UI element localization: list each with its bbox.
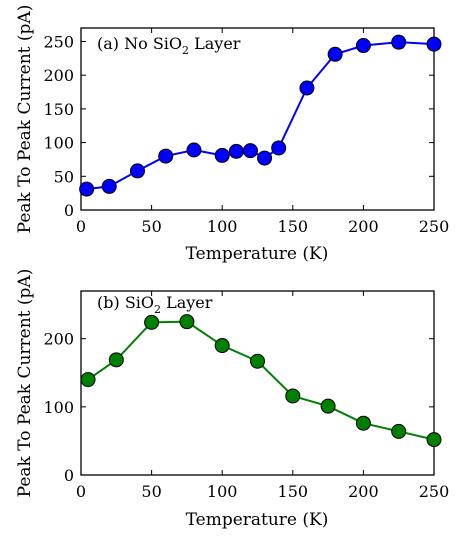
data-point-a-5 <box>214 147 230 163</box>
x-tick-label-a-4: 200 <box>348 217 379 236</box>
data-point-a-0 <box>79 181 95 197</box>
y-axis-title-a: Peak To Peak Current (pA) <box>15 5 35 234</box>
y-tick-label-a-5: 250 <box>43 32 74 51</box>
ticks-b: 0 50 100 150 200 250 0 100 200 <box>43 291 449 501</box>
y-tick-label-a-4: 200 <box>43 66 74 85</box>
data-point-a-6 <box>228 143 244 159</box>
y-tick-label-a-1: 50 <box>54 167 74 186</box>
data-point-b-8 <box>355 415 371 431</box>
x-tick-label-b-4: 200 <box>348 482 379 501</box>
y-tick-label-b-0: 0 <box>64 466 74 485</box>
data-point-a-9 <box>271 140 287 156</box>
data-point-a-3 <box>158 148 174 164</box>
data-point-b-6 <box>285 388 301 404</box>
x-tick-label-a-5: 250 <box>419 217 450 236</box>
y-axis-title-b: Peak To Peak Current (pA) <box>15 269 35 498</box>
x-axis-title-a: Temperature (K) <box>186 244 329 264</box>
data-point-a-12 <box>355 38 371 54</box>
chart-panel-b: (b) SiO2 Layer Peak To Peak Current (pA)… <box>15 269 449 530</box>
data-point-a-1 <box>101 178 117 194</box>
data-point-a-13 <box>391 34 407 50</box>
data-point-a-8 <box>257 150 273 166</box>
panel-title-a: (a) No SiO2 Layer <box>97 34 241 57</box>
series-line-b-0 <box>87 320 435 441</box>
data-point-b-7 <box>320 398 336 414</box>
chart-panel-a: (a) No SiO2 Layer Peak To Peak Current (… <box>15 5 449 264</box>
x-axis-title-b: Temperature (K) <box>186 510 329 530</box>
x-tick-label-b-0: 0 <box>76 482 86 501</box>
x-tick-label-b-5: 250 <box>419 482 450 501</box>
x-tick-label-b-1: 50 <box>141 482 161 501</box>
data-point-b-0 <box>80 372 96 388</box>
x-tick-label-a-3: 150 <box>278 217 309 236</box>
y-tick-label-b-1: 100 <box>43 398 74 417</box>
panel-title-b: (b) SiO2 Layer <box>97 293 213 316</box>
data-point-a-7 <box>242 143 258 159</box>
data-point-a-11 <box>327 46 343 62</box>
x-tick-label-a-1: 50 <box>141 217 161 236</box>
data-point-a-4 <box>186 142 202 158</box>
x-tick-label-b-2: 100 <box>207 482 238 501</box>
plot-frame-b <box>80 290 435 476</box>
data-point-a-14 <box>426 36 442 52</box>
y-tick-label-b-2: 200 <box>43 330 74 349</box>
ticks-a: 0 50 100 150 200 250 0 50 100 150 200 250 <box>43 28 449 236</box>
y-tick-label-a-0: 0 <box>64 201 74 220</box>
data-point-b-2 <box>144 314 160 330</box>
y-tick-label-a-3: 150 <box>43 100 74 119</box>
data-point-b-10 <box>426 432 442 448</box>
x-tick-label-a-0: 0 <box>76 217 86 236</box>
data-point-b-5 <box>250 353 265 369</box>
data-point-a-2 <box>129 163 145 179</box>
data-point-b-4 <box>214 338 230 354</box>
series-a <box>79 34 442 197</box>
x-tick-label-b-3: 150 <box>278 482 309 501</box>
data-point-b-9 <box>391 423 407 439</box>
y-tick-label-a-2: 100 <box>43 134 74 153</box>
data-point-a-10 <box>299 80 315 96</box>
x-tick-label-a-2: 100 <box>207 217 238 236</box>
data-point-b-3 <box>179 314 195 330</box>
data-point-b-1 <box>108 352 124 368</box>
plot-frame-a <box>80 27 435 211</box>
series-b <box>80 314 442 448</box>
